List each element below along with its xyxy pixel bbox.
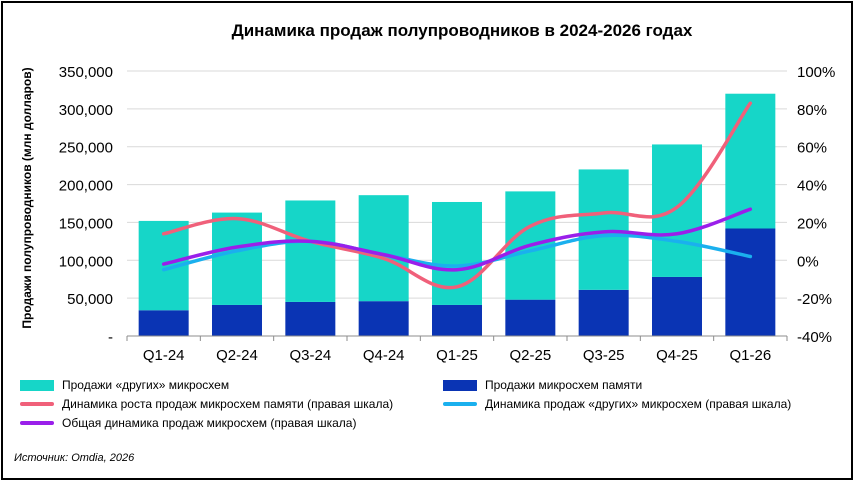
legend-item-memory-growth: Динамика роста продаж микросхем памяти (… bbox=[20, 397, 393, 411]
legend-swatch-other-growth bbox=[443, 402, 477, 406]
x-tick-label: Q1-24 bbox=[143, 347, 185, 364]
bar-other bbox=[652, 144, 702, 277]
bar-memory bbox=[358, 301, 409, 336]
y-tick-label: 300,000 bbox=[59, 102, 113, 119]
bar-memory bbox=[578, 289, 629, 336]
line-total-growth bbox=[161, 207, 753, 272]
legend-label-memory: Продажи микросхем памяти bbox=[485, 378, 643, 392]
x-tick-label: Q1-25 bbox=[436, 347, 478, 364]
y2-tick-label: 60% bbox=[797, 140, 827, 157]
bar-memory bbox=[285, 301, 336, 336]
y2-tick-label: -40% bbox=[797, 329, 832, 346]
y-axis-label: Продажи полупроводников (млн долларов) bbox=[20, 67, 34, 328]
y2-tick-label: 20% bbox=[797, 215, 827, 232]
x-tick-label: Q2-25 bbox=[509, 347, 551, 364]
legend-label-total-growth: Общая динамика продаж микросхем (правая … bbox=[62, 416, 357, 430]
line-memory-growth bbox=[161, 101, 753, 290]
bar-memory bbox=[138, 310, 189, 336]
y-tick-label: 200,000 bbox=[59, 178, 113, 195]
y2-tick-label: 80% bbox=[797, 102, 827, 119]
y-tick-label: - bbox=[108, 329, 113, 346]
y2-tick-label: 40% bbox=[797, 178, 827, 195]
bar-other bbox=[212, 212, 262, 305]
legend-item-memory: Продажи микросхем памяти bbox=[443, 378, 642, 392]
axis-layer: - 50,000 100,000 150,000 200,000 250,000 300,0… bbox=[59, 64, 836, 364]
y2-tick-label: -20% bbox=[797, 291, 832, 308]
x-tick-label: Q4-24 bbox=[363, 347, 405, 364]
bar-layer bbox=[138, 93, 776, 336]
y-tick-label: 100,000 bbox=[59, 253, 113, 270]
line-other-growth bbox=[161, 233, 753, 272]
bar-other bbox=[358, 195, 409, 302]
chart-title: Динамика продаж полупроводников в 2024-2… bbox=[232, 21, 693, 40]
y2-tick-label: 0% bbox=[797, 253, 819, 270]
legend-swatch-other bbox=[20, 379, 54, 391]
x-tick-label: Q2-24 bbox=[216, 347, 258, 364]
bar-other bbox=[725, 93, 776, 229]
y-tick-label: 250,000 bbox=[59, 140, 113, 157]
y-tick-label: 50,000 bbox=[67, 291, 113, 308]
y-tick-label: 350,000 bbox=[59, 64, 113, 81]
legend-label-other-growth: Динамика продаж «других» микросхем (прав… bbox=[485, 397, 792, 411]
bar-other bbox=[432, 201, 482, 305]
x-tick-label: Q3-25 bbox=[583, 347, 625, 364]
legend-swatch-memory bbox=[443, 379, 477, 391]
bar-memory bbox=[212, 304, 262, 336]
legend-label-memory-growth: Динамика роста продаж микросхем памяти (… bbox=[62, 397, 394, 411]
source-note: Источник: Omdia, 2026 bbox=[14, 452, 135, 464]
line-layer bbox=[161, 101, 753, 290]
legend-item-other-growth: Динамика продаж «других» микросхем (прав… bbox=[443, 397, 791, 411]
legend-swatch-memory-growth bbox=[20, 402, 54, 406]
y-tick-label: 150,000 bbox=[59, 215, 113, 232]
x-tick-label: Q4-25 bbox=[656, 347, 698, 364]
legend-swatch-total-growth bbox=[20, 421, 54, 425]
bar-memory bbox=[652, 276, 702, 336]
legend-item-total-growth: Общая динамика продаж микросхем (правая … bbox=[20, 416, 356, 430]
bar-other bbox=[578, 169, 629, 290]
y2-tick-label: 100% bbox=[797, 64, 835, 81]
legend-label-other: Продажи «другиx» микросхем bbox=[62, 378, 230, 392]
x-tick-label: Q1-26 bbox=[729, 347, 771, 364]
bar-memory bbox=[725, 228, 776, 336]
x-tick-label: Q3-24 bbox=[289, 347, 331, 364]
bar-memory bbox=[432, 304, 482, 336]
bar-memory bbox=[505, 299, 556, 336]
bar-other bbox=[285, 200, 336, 302]
legend-item-other: Продажи «другиx» микросхем bbox=[20, 378, 229, 392]
